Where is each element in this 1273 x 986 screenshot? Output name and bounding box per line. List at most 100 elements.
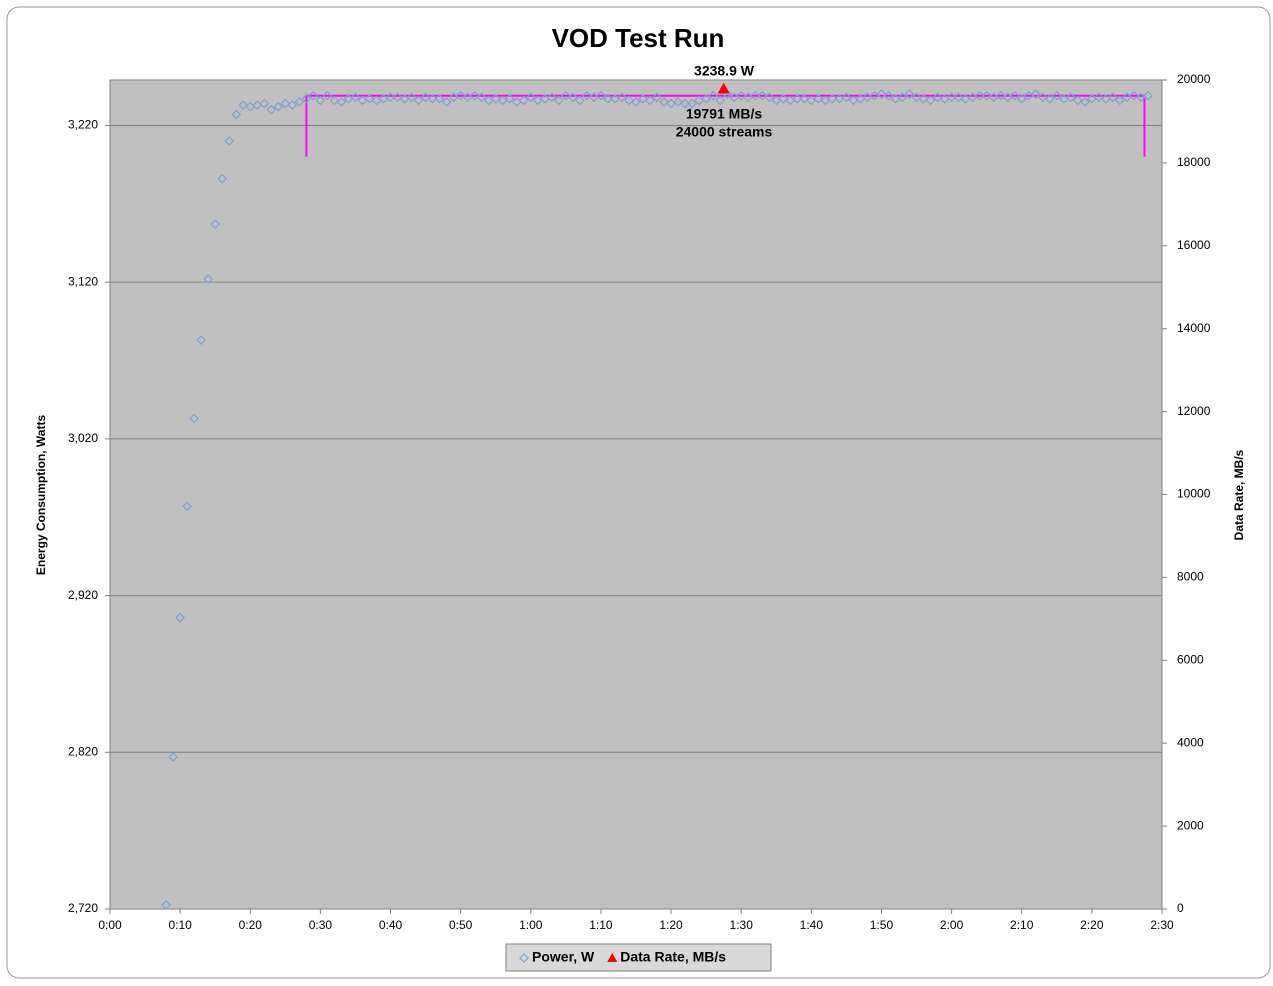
point bbox=[1094, 92, 1104, 103]
x-tick-label: 0:30 bbox=[309, 918, 333, 932]
point bbox=[764, 92, 775, 103]
point bbox=[490, 93, 501, 104]
point bbox=[596, 90, 606, 101]
point bbox=[617, 92, 627, 103]
point bbox=[911, 92, 922, 103]
point bbox=[659, 97, 669, 107]
annotation: 19791 MB/s bbox=[686, 106, 762, 122]
point bbox=[294, 97, 305, 107]
point bbox=[455, 90, 466, 101]
point bbox=[259, 98, 270, 109]
point bbox=[904, 89, 915, 99]
y-axis-title: Energy Consumption, Watts bbox=[34, 415, 48, 576]
point bbox=[203, 274, 214, 284]
point bbox=[1080, 97, 1090, 107]
x-tick-label: 0:20 bbox=[239, 918, 263, 932]
y-tick-label: 3,020 bbox=[68, 431, 98, 445]
x-tick-label: 1:20 bbox=[659, 918, 683, 932]
point bbox=[301, 93, 312, 104]
y-tick-label: 3,120 bbox=[68, 274, 98, 288]
point bbox=[995, 90, 1006, 101]
x-tick-label: 0:40 bbox=[379, 918, 403, 932]
plot-area bbox=[109, 79, 1163, 910]
point bbox=[1009, 90, 1020, 101]
y-tick-label: 2,820 bbox=[68, 744, 98, 758]
point bbox=[701, 93, 711, 104]
point bbox=[189, 413, 200, 424]
point bbox=[406, 92, 417, 103]
point bbox=[364, 93, 375, 104]
point bbox=[224, 136, 235, 146]
point bbox=[420, 92, 431, 103]
y2-tick-label: 6000 bbox=[1177, 652, 1204, 666]
point bbox=[308, 90, 319, 101]
x-tick-label: 2:00 bbox=[940, 918, 964, 932]
point bbox=[525, 92, 536, 103]
point bbox=[168, 752, 178, 762]
point bbox=[715, 95, 726, 106]
point bbox=[266, 104, 277, 115]
point bbox=[287, 100, 298, 110]
point bbox=[427, 93, 438, 104]
point bbox=[182, 501, 192, 512]
point bbox=[876, 89, 887, 99]
y2-tick-label: 14000 bbox=[1177, 321, 1211, 335]
point bbox=[210, 219, 221, 230]
point bbox=[974, 90, 985, 101]
point bbox=[554, 95, 564, 106]
point bbox=[841, 92, 852, 103]
y2-tick-label: 10000 bbox=[1177, 487, 1211, 501]
y2-tick-label: 0 bbox=[1177, 901, 1184, 915]
y2-tick-label: 20000 bbox=[1177, 72, 1211, 86]
point bbox=[504, 93, 515, 104]
point bbox=[1037, 92, 1048, 103]
point bbox=[231, 109, 242, 120]
y2-axis-title: Data Rate, MB/s bbox=[1232, 449, 1246, 540]
y-tick-label: 3,220 bbox=[68, 118, 98, 132]
annotation: 24000 streams bbox=[676, 124, 773, 140]
point bbox=[1072, 95, 1083, 106]
point bbox=[1016, 93, 1027, 104]
point bbox=[883, 90, 894, 101]
x-tick-label: 0:00 bbox=[98, 918, 122, 932]
point bbox=[350, 92, 361, 103]
x-tick-label: 2:20 bbox=[1080, 918, 1104, 932]
point bbox=[1051, 90, 1062, 101]
point bbox=[315, 95, 326, 106]
y2-tick-label: 18000 bbox=[1177, 155, 1211, 169]
x-tick-label: 1:30 bbox=[730, 918, 754, 932]
point bbox=[273, 101, 284, 112]
point bbox=[603, 93, 613, 104]
point bbox=[645, 95, 655, 106]
point bbox=[925, 95, 936, 106]
point bbox=[329, 95, 340, 106]
point bbox=[469, 90, 480, 101]
point bbox=[441, 97, 452, 107]
point bbox=[680, 98, 690, 109]
x-tick-label: 1:10 bbox=[589, 918, 613, 932]
point bbox=[757, 90, 768, 101]
point bbox=[827, 93, 838, 104]
point bbox=[778, 93, 789, 104]
point bbox=[638, 93, 648, 104]
point bbox=[1065, 92, 1076, 103]
point bbox=[932, 92, 943, 103]
y2-tick-label: 16000 bbox=[1177, 238, 1211, 252]
point bbox=[897, 92, 908, 103]
point bbox=[687, 98, 697, 109]
point bbox=[750, 90, 761, 101]
chart-title: VOD Test Run bbox=[552, 23, 725, 53]
point bbox=[918, 93, 929, 104]
point bbox=[1143, 90, 1153, 101]
y2-tick-label: 12000 bbox=[1177, 404, 1211, 418]
point bbox=[322, 90, 333, 101]
point bbox=[161, 900, 171, 910]
point bbox=[799, 93, 810, 104]
point bbox=[434, 93, 445, 104]
legend-label: Data Rate, MB/s bbox=[620, 949, 726, 965]
x-tick-label: 2:10 bbox=[1010, 918, 1034, 932]
point bbox=[476, 92, 487, 103]
